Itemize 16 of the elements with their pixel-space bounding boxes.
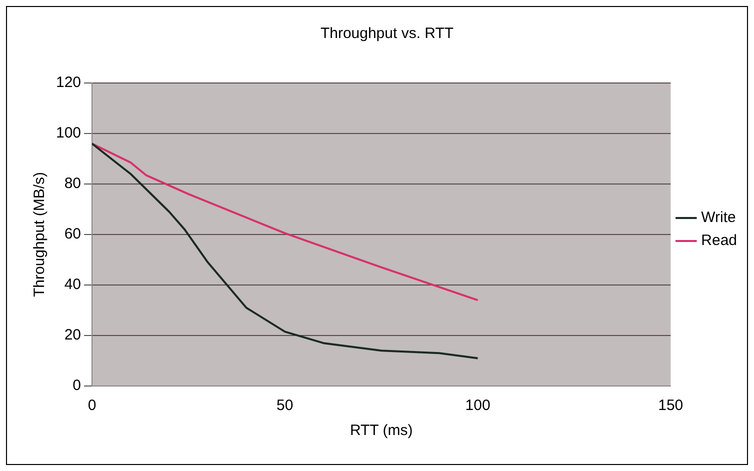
y-tick-label: 0 [72, 377, 82, 394]
y-tick-label: 40 [64, 276, 82, 294]
x-tick-label: 50 [276, 397, 294, 414]
x-tick-label: 100 [465, 397, 490, 414]
legend-label: Write [701, 209, 736, 226]
y-tick-label: 80 [64, 175, 82, 192]
x-tick-label: 0 [88, 397, 96, 414]
y-tick-label: 100 [56, 124, 82, 142]
legend-label: Read [701, 232, 737, 250]
chart-title: Throughput vs. RTT [320, 25, 454, 42]
x-axis-title: RTT (ms) [350, 422, 413, 440]
x-tick-label: 150 [658, 397, 684, 414]
y-tick-label: 60 [64, 226, 82, 243]
y-tick-label: 120 [56, 74, 82, 92]
y-tick-label: 20 [64, 326, 82, 344]
y-axis-title: Throughput (MB/s) [31, 172, 48, 298]
